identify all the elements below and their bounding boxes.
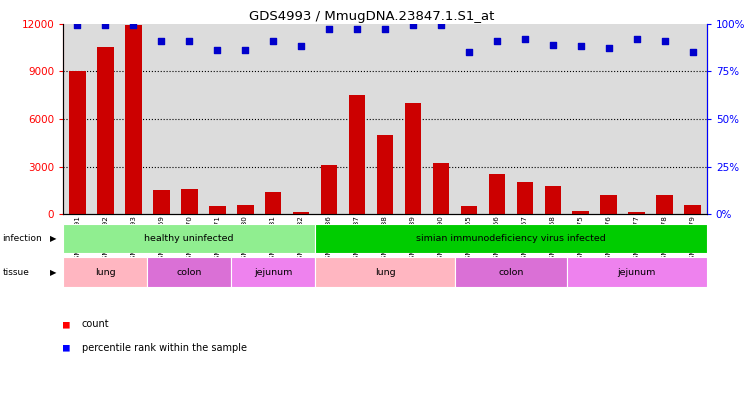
Point <box>127 22 139 29</box>
Bar <box>461 206 478 214</box>
Text: GDS4993 / MmugDNA.23847.1.S1_at: GDS4993 / MmugDNA.23847.1.S1_at <box>249 10 495 23</box>
Point <box>323 26 335 33</box>
Point <box>519 36 531 42</box>
Point <box>631 36 643 42</box>
Text: healthy uninfected: healthy uninfected <box>144 234 234 243</box>
Bar <box>97 48 114 214</box>
Point <box>435 22 447 29</box>
Text: lung: lung <box>95 268 115 277</box>
Bar <box>376 135 394 214</box>
Bar <box>147 257 231 287</box>
Bar <box>125 25 141 214</box>
Bar <box>656 195 673 214</box>
Text: percentile rank within the sample: percentile rank within the sample <box>82 343 247 353</box>
Point <box>183 38 195 44</box>
Text: colon: colon <box>176 268 202 277</box>
Text: ■: ■ <box>63 319 70 329</box>
Bar <box>516 182 533 214</box>
Bar <box>209 206 225 214</box>
Bar <box>69 71 86 214</box>
Bar <box>237 206 254 214</box>
Text: colon: colon <box>498 268 524 277</box>
Text: ▶: ▶ <box>50 268 57 277</box>
Point <box>155 38 167 44</box>
Bar <box>432 163 449 214</box>
Point <box>211 47 223 53</box>
Bar <box>315 257 455 287</box>
Bar <box>629 212 645 214</box>
Point <box>547 41 559 48</box>
Bar <box>405 103 421 214</box>
Text: ■: ■ <box>63 343 70 353</box>
Bar <box>321 165 338 214</box>
Point <box>379 26 391 33</box>
Point <box>687 49 699 55</box>
Bar <box>265 192 281 214</box>
Bar <box>231 257 315 287</box>
Point <box>491 38 503 44</box>
Point <box>295 43 307 50</box>
Point <box>603 45 615 51</box>
Bar <box>292 212 310 214</box>
Bar <box>181 189 198 214</box>
Text: count: count <box>82 319 109 329</box>
Point <box>99 22 111 29</box>
Text: simian immunodeficiency virus infected: simian immunodeficiency virus infected <box>416 234 606 243</box>
Text: lung: lung <box>375 268 395 277</box>
Bar <box>349 95 365 214</box>
Bar <box>567 257 707 287</box>
Point <box>239 47 251 53</box>
Bar <box>153 190 170 214</box>
Point <box>351 26 363 33</box>
Text: jejunum: jejunum <box>618 268 656 277</box>
Text: infection: infection <box>2 235 42 243</box>
Point <box>463 49 475 55</box>
Bar <box>545 185 561 214</box>
Point <box>659 38 671 44</box>
Point <box>71 22 83 29</box>
Bar <box>455 257 567 287</box>
Bar <box>489 174 505 214</box>
Bar <box>684 205 701 214</box>
Point <box>407 22 419 29</box>
Bar <box>572 211 589 214</box>
Point <box>575 43 587 50</box>
Bar <box>63 257 147 287</box>
Text: jejunum: jejunum <box>254 268 292 277</box>
Text: tissue: tissue <box>2 268 29 277</box>
Text: ▶: ▶ <box>50 235 57 243</box>
Bar <box>63 224 315 253</box>
Bar <box>315 224 707 253</box>
Bar <box>600 195 618 214</box>
Point <box>267 38 279 44</box>
